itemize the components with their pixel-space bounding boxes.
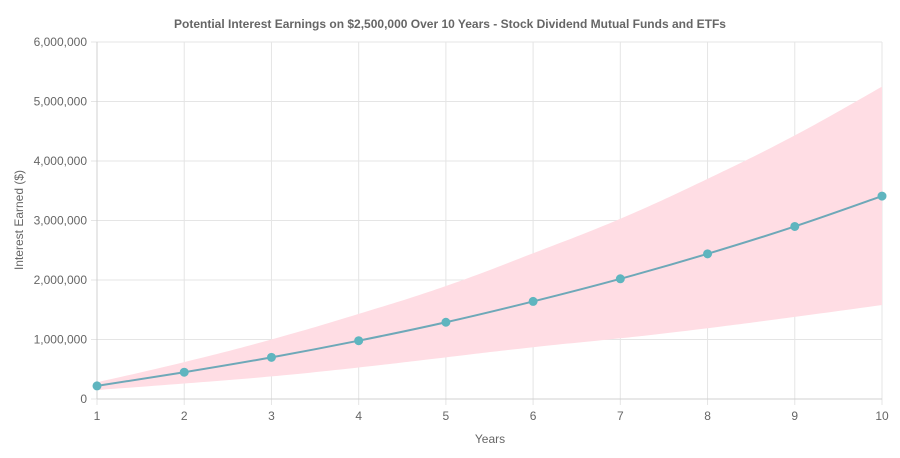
data-point bbox=[615, 274, 625, 284]
y-tick-label: 5,000,000 bbox=[34, 95, 88, 109]
y-tick-label: 1,000,000 bbox=[34, 333, 88, 347]
data-points bbox=[92, 191, 887, 391]
y-axis-ticks: 0 1,000,000 2,000,000 3,000,000 4,000,000 5,0… bbox=[34, 35, 88, 406]
chart-title: Potential Interest Earnings on $2,500,00… bbox=[174, 17, 726, 31]
x-tick-label: 1 bbox=[94, 409, 101, 423]
data-point bbox=[92, 381, 102, 391]
data-point bbox=[354, 336, 364, 346]
data-point bbox=[877, 191, 887, 201]
x-tick-label: 8 bbox=[704, 409, 711, 423]
y-tick-label: 3,000,000 bbox=[34, 214, 88, 228]
x-tick-label: 6 bbox=[530, 409, 537, 423]
x-tick-label: 9 bbox=[791, 409, 798, 423]
expected-earnings-line bbox=[96, 195, 883, 387]
data-point bbox=[441, 317, 451, 327]
data-point bbox=[703, 249, 713, 259]
y-tick-label: 4,000,000 bbox=[34, 154, 88, 168]
y-tick-label: 6,000,000 bbox=[34, 35, 88, 49]
data-point bbox=[790, 221, 800, 231]
y-tick-label: 0 bbox=[80, 392, 87, 406]
axes bbox=[96, 42, 882, 400]
x-axis-ticks: 1 2 3 4 5 6 7 8 9 10 bbox=[94, 409, 889, 423]
data-point bbox=[528, 296, 538, 306]
x-tick-label: 4 bbox=[355, 409, 362, 423]
x-tick-label: 2 bbox=[181, 409, 188, 423]
x-axis-title: Years bbox=[475, 432, 505, 446]
x-tick-label: 10 bbox=[875, 409, 889, 423]
x-tick-label: 7 bbox=[617, 409, 624, 423]
data-point bbox=[266, 352, 276, 362]
y-axis-title: Interest Earned ($) bbox=[12, 170, 26, 270]
x-tick-label: 5 bbox=[443, 409, 450, 423]
data-point bbox=[179, 367, 189, 377]
range-band bbox=[97, 86, 882, 391]
y-tick-label: 2,000,000 bbox=[34, 273, 88, 287]
x-tick-label: 3 bbox=[268, 409, 275, 423]
